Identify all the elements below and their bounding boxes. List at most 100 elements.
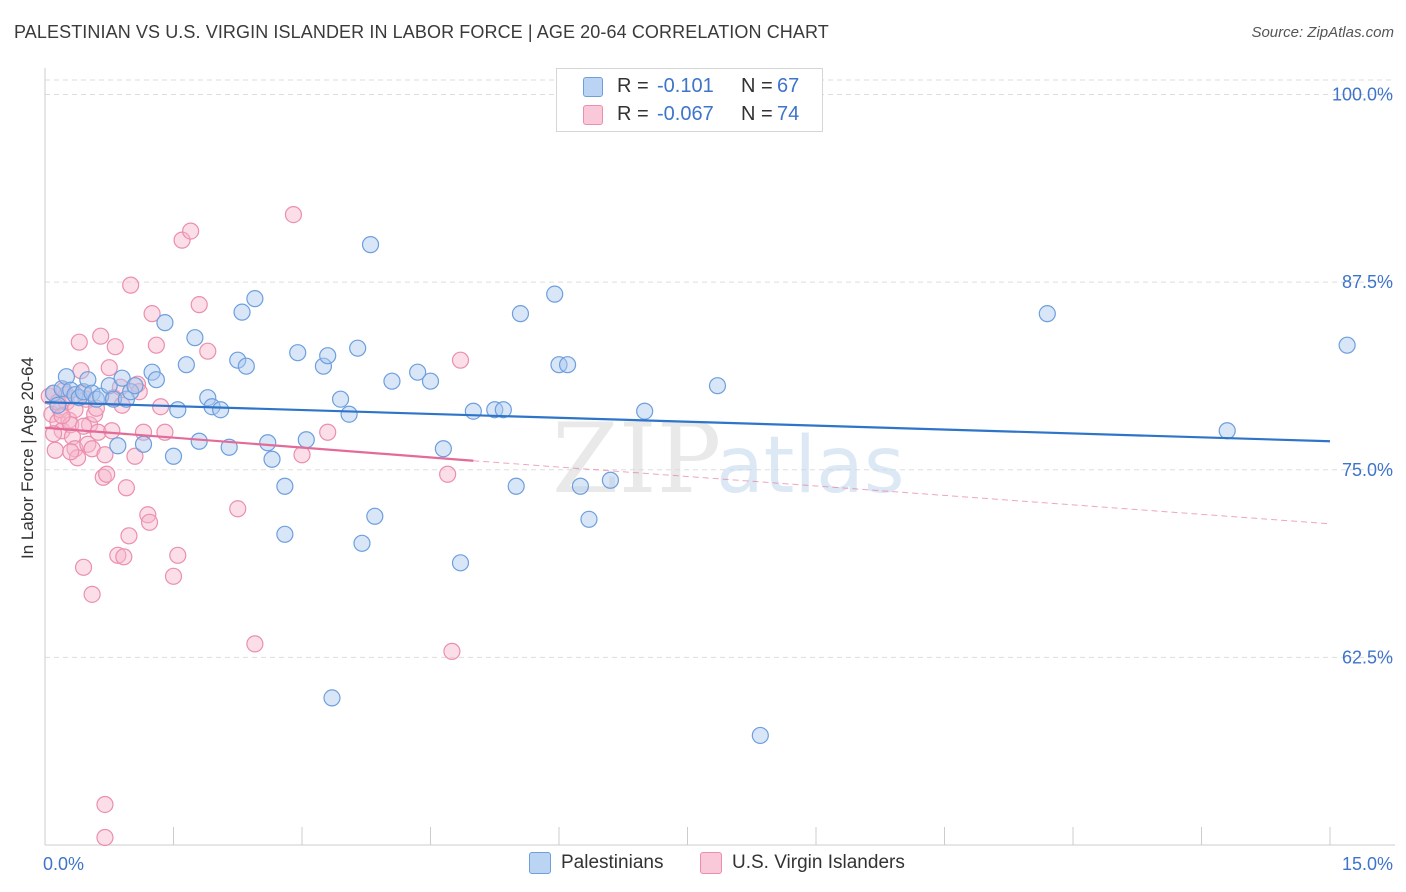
point-palestinians (199, 389, 217, 407)
point-virgin-islanders (68, 449, 87, 467)
point-palestinians (511, 305, 530, 323)
y-tick-label: 62.5% (1342, 647, 1393, 667)
point-palestinians (353, 534, 371, 552)
point-palestinians (289, 344, 307, 362)
point-virgin-islanders (293, 446, 311, 464)
point-virgin-islanders (126, 447, 144, 465)
source-label: Source: ZipAtlas.com (1251, 24, 1394, 41)
tick-labels: 100.0% 87.5% 75.0% 62.5% 0.0% 15.0% (43, 85, 1393, 874)
point-palestinians (276, 477, 294, 495)
point-palestinians (571, 477, 590, 495)
point-virgin-islanders (117, 479, 135, 497)
legend-label: Palestinians (561, 852, 664, 873)
point-palestinians (259, 434, 277, 452)
point-palestinians (331, 390, 350, 408)
point-virgin-islanders (439, 465, 457, 483)
legend-label: U.S. Virgin Islanders (732, 852, 905, 873)
stats-row-palestinians: R = -0.101 N = 67 (583, 75, 799, 98)
n-value: 67 (777, 75, 800, 97)
point-palestinians (421, 372, 440, 390)
point-virgin-islanders (96, 795, 114, 814)
point-virgin-islanders (86, 405, 104, 423)
point-virgin-islanders (140, 513, 159, 531)
point-virgin-islanders (164, 567, 183, 585)
y-tick-label: 87.5% (1342, 272, 1393, 292)
point-virgin-islanders (70, 333, 88, 351)
point-palestinians (383, 372, 401, 390)
point-palestinians (109, 437, 127, 455)
point-palestinians (100, 377, 118, 395)
trend-line-virgin-islanders-extension (473, 460, 1331, 525)
point-virgin-islanders (122, 276, 140, 294)
point-palestinians (580, 510, 598, 528)
watermark-atlas: atlas (716, 421, 905, 511)
legend-swatch-pink (700, 852, 722, 874)
point-palestinians (134, 435, 153, 453)
point-palestinians (558, 356, 577, 374)
point-palestinians (156, 314, 174, 332)
x-tick-label: 0.0% (43, 854, 84, 874)
trend-line-palestinians (44, 401, 1331, 443)
point-palestinians (1218, 422, 1236, 440)
point-virgin-islanders (143, 305, 161, 323)
point-virgin-islanders (229, 500, 247, 518)
point-virgin-islanders (96, 446, 114, 464)
point-virgin-islanders (96, 828, 114, 847)
point-palestinians (507, 477, 525, 495)
point-virgin-islanders (246, 635, 264, 653)
r-label: R = (617, 75, 649, 97)
point-palestinians (229, 351, 247, 369)
legend-item-palestinians[interactable]: Palestinians (529, 852, 663, 874)
point-palestinians (434, 440, 452, 458)
point-palestinians (126, 377, 144, 395)
legend-swatch-blue (529, 852, 551, 874)
point-palestinians (79, 371, 97, 389)
point-virgin-islanders (100, 359, 118, 377)
correlation-stats-box: R = -0.101 N = 67 R = -0.067 N = 74 (556, 68, 823, 132)
trend-line-virgin-islanders (44, 426, 474, 462)
point-virgin-islanders (173, 231, 191, 249)
point-palestinians (409, 363, 427, 381)
point-virgin-islanders (98, 465, 116, 483)
legend-item-virgin-islanders[interactable]: U.S. Virgin Islanders (700, 852, 905, 874)
chart-title: PALESTINIAN VS U.S. VIRGIN ISLANDER IN L… (14, 22, 829, 42)
point-palestinians (546, 285, 564, 303)
point-palestinians (147, 371, 165, 389)
point-palestinians (601, 471, 620, 489)
point-virgin-islanders (53, 407, 71, 425)
point-palestinians (464, 402, 482, 420)
n-value: 74 (777, 103, 800, 125)
point-virgin-islanders (106, 338, 124, 356)
chart-legend: Palestinians U.S. Virgin Islanders (0, 850, 1406, 880)
point-virgin-islanders (46, 441, 64, 459)
point-virgin-islanders (199, 342, 217, 360)
point-palestinians (164, 447, 183, 465)
n-label: N = (741, 103, 773, 125)
point-palestinians (1038, 305, 1056, 323)
point-virgin-islanders (74, 558, 93, 576)
y-tick-label: 100.0% (1332, 85, 1393, 105)
point-palestinians (190, 432, 208, 450)
n-label: N = (741, 75, 773, 97)
stats-row-virgin-islanders: R = -0.067 N = 74 (583, 103, 799, 126)
point-palestinians (340, 405, 358, 423)
stats-swatch-pink (583, 104, 603, 125)
point-palestinians (237, 357, 255, 375)
point-virgin-islanders (182, 222, 200, 240)
point-virgin-islanders (83, 585, 101, 603)
r-value: -0.101 (657, 75, 714, 97)
point-palestinians (1338, 336, 1356, 354)
point-virgin-islanders (92, 327, 110, 345)
point-palestinians (246, 290, 264, 308)
point-palestinians (708, 377, 727, 395)
point-virgin-islanders (284, 205, 303, 224)
point-palestinians (57, 368, 76, 386)
point-palestinians (113, 369, 131, 387)
x-tick-label: 15.0% (1342, 854, 1393, 874)
r-label: R = (617, 103, 649, 125)
point-virgin-islanders (451, 351, 470, 369)
point-palestinians (263, 450, 281, 468)
watermark: ZIP atlas (552, 403, 905, 515)
stats-swatch-blue (583, 76, 603, 97)
